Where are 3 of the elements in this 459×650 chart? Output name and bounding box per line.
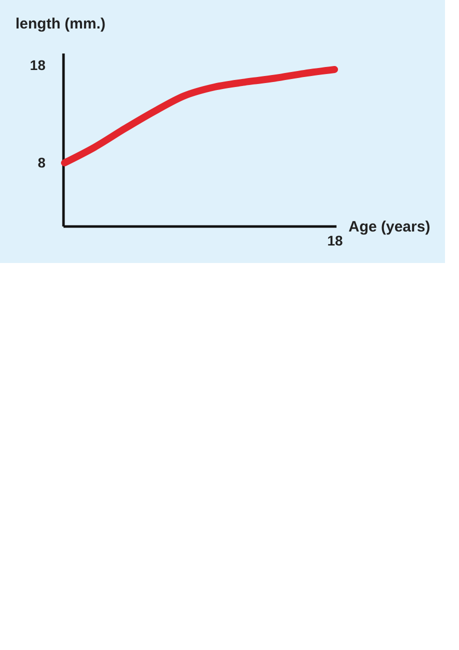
y-axis-title: length (mm.) bbox=[16, 16, 106, 32]
x-axis-title: Age (years) bbox=[348, 218, 430, 236]
y-tick-label: 8 bbox=[38, 154, 46, 170]
